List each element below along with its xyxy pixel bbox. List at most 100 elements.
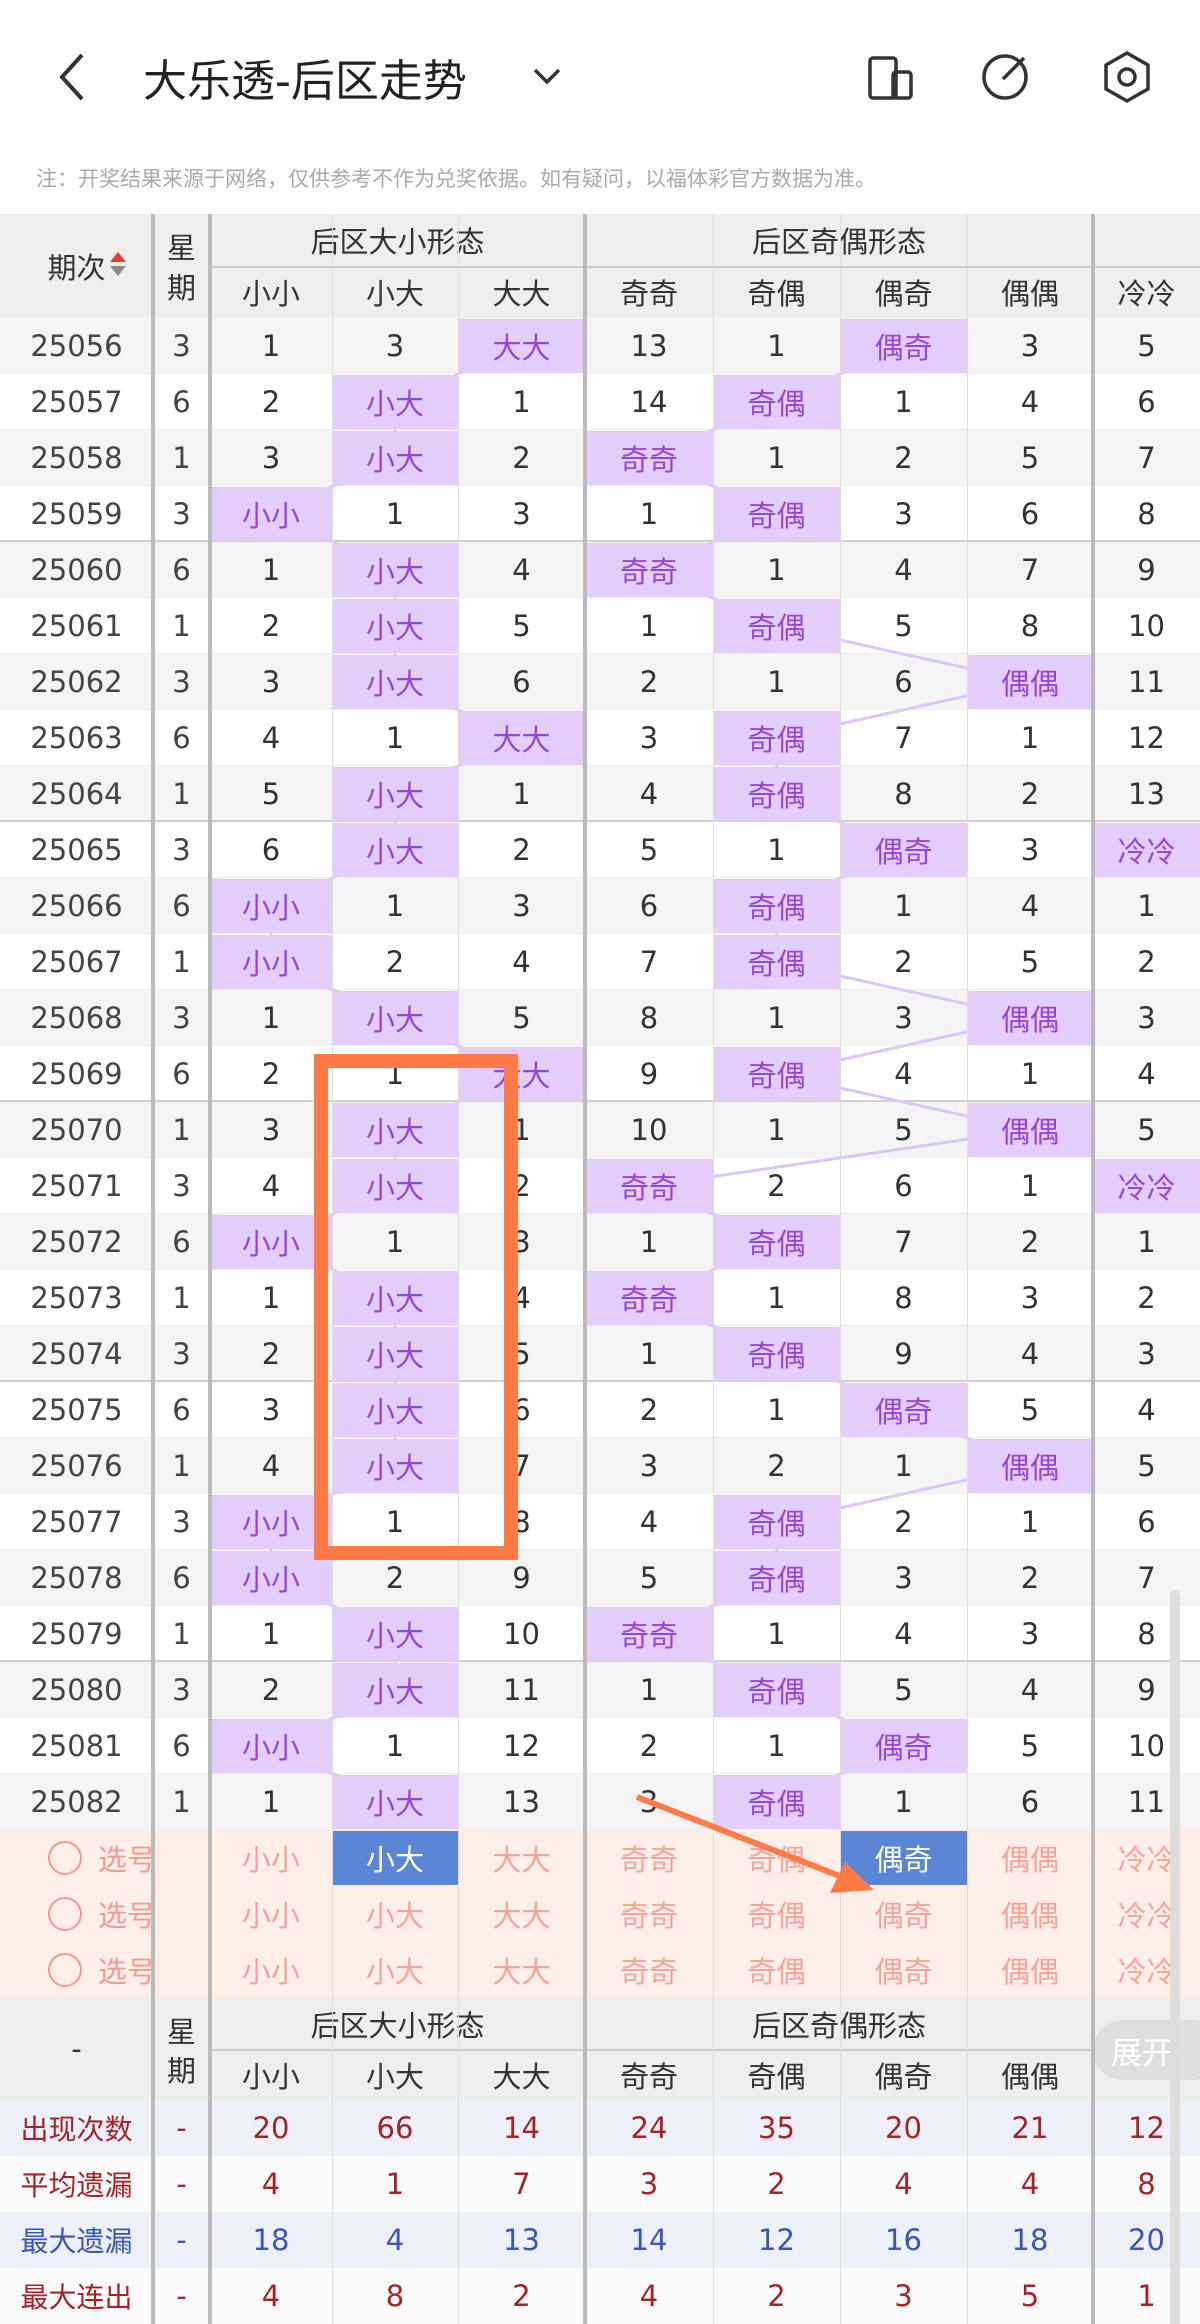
miss-cell: 7: [639, 945, 659, 979]
option-selected[interactable]: 小大: [332, 1831, 458, 1885]
select-circle[interactable]: [48, 1953, 82, 1987]
stats-label: 平均遗漏: [20, 2169, 133, 2202]
miss-cell: 5: [512, 609, 531, 643]
miss-cell: 1: [261, 1001, 281, 1035]
sort-icon[interactable]: [108, 248, 138, 288]
option[interactable]: 偶偶: [1000, 1899, 1059, 1933]
weekday: 3: [172, 1169, 191, 1203]
option[interactable]: 奇偶: [747, 1899, 806, 1933]
option[interactable]: 冷冷: [1117, 1899, 1176, 1933]
select-circle[interactable]: [48, 1897, 82, 1931]
miss-cell: 4: [512, 945, 531, 979]
miss-cell: 1: [639, 1225, 659, 1259]
period: 25073: [30, 1281, 123, 1315]
option[interactable]: 大大: [492, 1843, 551, 1877]
weekday: 6: [172, 1393, 191, 1427]
hit-cell: 奇奇: [585, 1271, 713, 1325]
option[interactable]: 小小: [241, 1955, 300, 1989]
miss-cell: 1: [894, 889, 913, 923]
option[interactable]: 小大: [365, 1899, 424, 1933]
select-circle[interactable]: [48, 1841, 82, 1875]
miss-cell: 14: [630, 385, 668, 419]
stats-value: 13: [503, 2223, 540, 2257]
stats-value: 20: [1128, 2223, 1165, 2257]
option[interactable]: 奇奇: [619, 1955, 678, 1989]
select-row-bg: [0, 1942, 1200, 1998]
select-label: 选号: [98, 1843, 157, 1877]
option[interactable]: 大大: [492, 1955, 551, 1989]
miss-cell: 3: [1020, 833, 1040, 867]
column-header: 偶偶: [1000, 277, 1059, 311]
column-header: 大大: [492, 277, 551, 311]
option[interactable]: 偶偶: [1000, 1843, 1059, 1877]
miss-cell: 3: [261, 1393, 281, 1427]
row-bg: [0, 1382, 1200, 1438]
option[interactable]: 大大: [492, 1899, 551, 1933]
row-bg: [0, 1662, 1200, 1718]
option[interactable]: 偶奇: [874, 1899, 933, 1933]
miss-cell: 2: [1020, 777, 1040, 811]
hit-cell: 小大: [332, 1271, 458, 1325]
miss-cell: 3: [1020, 1281, 1040, 1315]
miss-cell: 5: [1020, 441, 1040, 475]
divider: [839, 214, 841, 2324]
miss-cell: 1: [385, 1057, 405, 1091]
option[interactable]: 偶偶: [1000, 1955, 1059, 1989]
option[interactable]: 偶奇: [874, 1955, 933, 1989]
miss-cell: 13: [1128, 777, 1165, 811]
miss-cell: 6: [894, 665, 913, 699]
miss-cell: 4: [894, 1617, 913, 1651]
stats-value: 4: [894, 2167, 913, 2201]
note: 注：开奖结果来源于网络，仅供参考不作为兑奖依据。如有疑问，以福体彩官方数据为准。: [36, 167, 876, 191]
row-bg: [0, 374, 1200, 430]
weekday: 3: [172, 329, 191, 363]
hit-cell: 小大: [332, 767, 458, 821]
expand-button[interactable]: 展开: [1093, 2020, 1200, 2080]
option[interactable]: 小大: [365, 1955, 424, 1989]
stats-weekday: -: [176, 2223, 187, 2257]
hit-cell: 偶奇: [840, 1719, 967, 1773]
hit-cell: 大大: [458, 319, 585, 373]
share-icon[interactable]: [982, 54, 1028, 100]
divider: [208, 214, 212, 2324]
option[interactable]: 小小: [241, 1843, 300, 1877]
option[interactable]: 冷冷: [1117, 1843, 1176, 1877]
header-line: [210, 2049, 1200, 2051]
hit-cell: 偶偶: [967, 655, 1093, 709]
column-header: 小大: [365, 2059, 424, 2094]
miss-cell: 8: [894, 1281, 913, 1315]
option[interactable]: 奇偶: [747, 1955, 806, 1989]
weekday: 3: [172, 1673, 191, 1707]
miss-cell: 4: [1020, 385, 1040, 419]
miss-cell: 2: [385, 945, 405, 979]
miss-cell: 1: [512, 777, 531, 811]
miss-cell: 6: [894, 1169, 913, 1203]
stats-value: 18: [1011, 2223, 1049, 2257]
option[interactable]: 小小: [241, 1899, 300, 1933]
hit-cell: 小大: [332, 375, 458, 429]
miss-cell: 2: [512, 833, 531, 867]
option[interactable]: 奇偶: [747, 1843, 806, 1877]
miss-cell: 4: [261, 721, 281, 755]
weekday-header: 期: [166, 271, 196, 305]
weekday-header: 期: [166, 2053, 196, 2088]
miss-cell: 1: [261, 1281, 281, 1315]
back-icon[interactable]: [59, 53, 84, 101]
miss-cell: 9: [512, 1561, 531, 1595]
option[interactable]: 奇奇: [619, 1843, 678, 1877]
miss-cell: 4: [261, 1449, 281, 1483]
miss-cell: 3: [1137, 1001, 1156, 1035]
option-selected[interactable]: 偶奇: [840, 1831, 967, 1885]
phone-icon[interactable]: [868, 56, 898, 100]
settings-icon[interactable]: [1104, 50, 1150, 104]
dropdown-icon[interactable]: [533, 68, 561, 85]
miss-cell: 1: [385, 721, 405, 755]
option[interactable]: 奇奇: [619, 1899, 678, 1933]
row-bg: [0, 1718, 1200, 1774]
miss-cell: 1: [512, 1113, 531, 1147]
option[interactable]: 冷冷: [1117, 1955, 1176, 1989]
hit-cell: 偶奇: [840, 1383, 967, 1437]
hit-cell: 冷冷: [1093, 1159, 1200, 1213]
stats-value: 4: [261, 2167, 281, 2201]
hit-cell: 奇偶: [713, 487, 840, 541]
